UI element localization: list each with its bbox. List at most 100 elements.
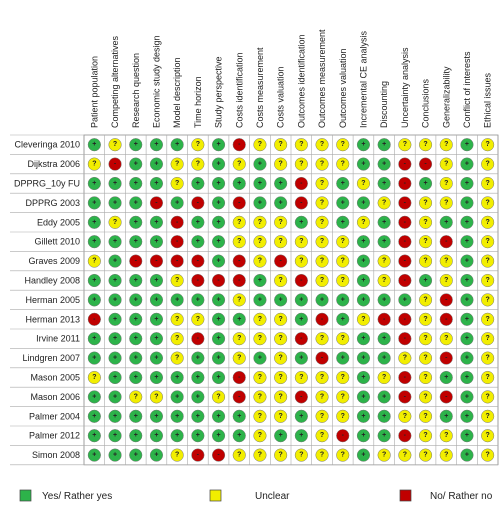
rating-symbol: + <box>154 277 158 284</box>
cell: ? <box>315 176 329 191</box>
rating-dot <box>294 312 308 326</box>
cell: + <box>212 312 226 326</box>
rating-dot <box>253 390 267 404</box>
rating-dot <box>212 157 226 171</box>
rating-dot <box>274 138 288 152</box>
column-header: Economic study design <box>151 35 161 128</box>
rating-dot <box>481 176 495 191</box>
cell: + <box>274 293 288 307</box>
rating-symbol: ? <box>175 452 179 459</box>
cell: + <box>253 273 267 288</box>
rating-dot <box>294 370 308 385</box>
cell: ? <box>170 312 184 326</box>
cell: + <box>212 235 226 249</box>
rating-symbol: + <box>154 141 158 148</box>
cell: + <box>294 293 308 307</box>
cell: + <box>315 293 329 307</box>
rating-dot <box>315 157 329 171</box>
rating-symbol: + <box>217 355 221 362</box>
rating-symbol: + <box>113 296 117 303</box>
cell: + <box>129 293 143 307</box>
cell: - <box>129 254 143 268</box>
rating-dot <box>460 429 474 443</box>
rating-symbol: ? <box>279 141 283 148</box>
cell: + <box>108 254 122 268</box>
rating-symbol: + <box>134 277 138 284</box>
rating-symbol: ? <box>403 452 407 459</box>
rating-symbol: + <box>258 355 262 362</box>
cell: ? <box>439 157 453 171</box>
rating-symbol: ? <box>320 374 324 381</box>
rating-symbol: ? <box>341 335 345 342</box>
column-header: Patient population <box>89 56 99 128</box>
rating-dot <box>232 138 246 152</box>
rating-symbol: ? <box>299 141 303 148</box>
rating-dot <box>294 448 308 462</box>
rating-dot <box>356 196 371 210</box>
cell: - <box>315 312 329 326</box>
row-label: Gillett 2010 <box>34 237 80 247</box>
rating-symbol: + <box>196 393 200 400</box>
rating-dot <box>377 138 391 152</box>
rating-symbol: ? <box>444 161 448 168</box>
cell: ? <box>232 332 246 346</box>
rating-symbol: + <box>299 296 303 303</box>
rating-symbol: ? <box>258 335 262 342</box>
cell: + <box>377 215 391 229</box>
rating-dot <box>108 429 122 443</box>
cell: + <box>191 176 205 191</box>
cell: + <box>108 370 122 385</box>
rating-symbol: - <box>404 335 407 342</box>
cell: + <box>149 293 163 307</box>
rating-dot <box>398 312 412 326</box>
column-header: Study perspective <box>214 56 224 128</box>
rating-symbol: - <box>404 199 407 206</box>
cell: + <box>108 235 122 249</box>
cell: + <box>87 332 101 346</box>
cell: ? <box>356 176 371 191</box>
rating-dot <box>149 312 163 326</box>
rating-symbol: ? <box>299 374 303 381</box>
rating-symbol: ? <box>444 277 448 284</box>
rating-symbol: + <box>465 141 469 148</box>
rating-dot <box>419 351 433 365</box>
cell: ? <box>232 215 246 229</box>
rating-dot <box>460 448 474 462</box>
cell: ? <box>336 138 350 152</box>
rating-symbol: + <box>444 374 448 381</box>
rating-dot <box>149 332 163 346</box>
cell: + <box>191 390 205 404</box>
rating-symbol: ? <box>444 452 448 459</box>
rating-dot <box>419 235 433 249</box>
rating-dot <box>232 351 246 365</box>
cell: ? <box>336 254 350 268</box>
rating-dot <box>460 254 474 268</box>
rating-symbol: ? <box>382 452 386 459</box>
rating-dot <box>170 273 184 288</box>
rating-dot <box>481 312 495 326</box>
rating-symbol: + <box>92 452 96 459</box>
rating-symbol: ? <box>341 161 345 168</box>
rating-dot <box>87 138 101 152</box>
rating-dot <box>232 332 246 346</box>
rating-symbol: ? <box>444 335 448 342</box>
cell: + <box>377 351 391 365</box>
cell: + <box>149 351 163 365</box>
rating-dot <box>274 409 288 423</box>
rating-dot <box>232 312 246 326</box>
rating-dot <box>294 196 308 210</box>
cell: ? <box>274 235 288 249</box>
rating-symbol: + <box>361 374 365 381</box>
rating-symbol: - <box>445 355 448 362</box>
rating-symbol: + <box>175 374 179 381</box>
rating-dot <box>315 273 329 288</box>
rating-dot <box>274 273 288 288</box>
cell: + <box>356 390 371 404</box>
cell: + <box>108 390 122 404</box>
rating-symbol: + <box>237 413 241 420</box>
cell: ? <box>481 293 495 307</box>
rating-dot <box>481 254 495 268</box>
rating-dot <box>481 448 495 462</box>
rating-dot <box>212 409 226 423</box>
rating-symbol: + <box>92 432 96 439</box>
